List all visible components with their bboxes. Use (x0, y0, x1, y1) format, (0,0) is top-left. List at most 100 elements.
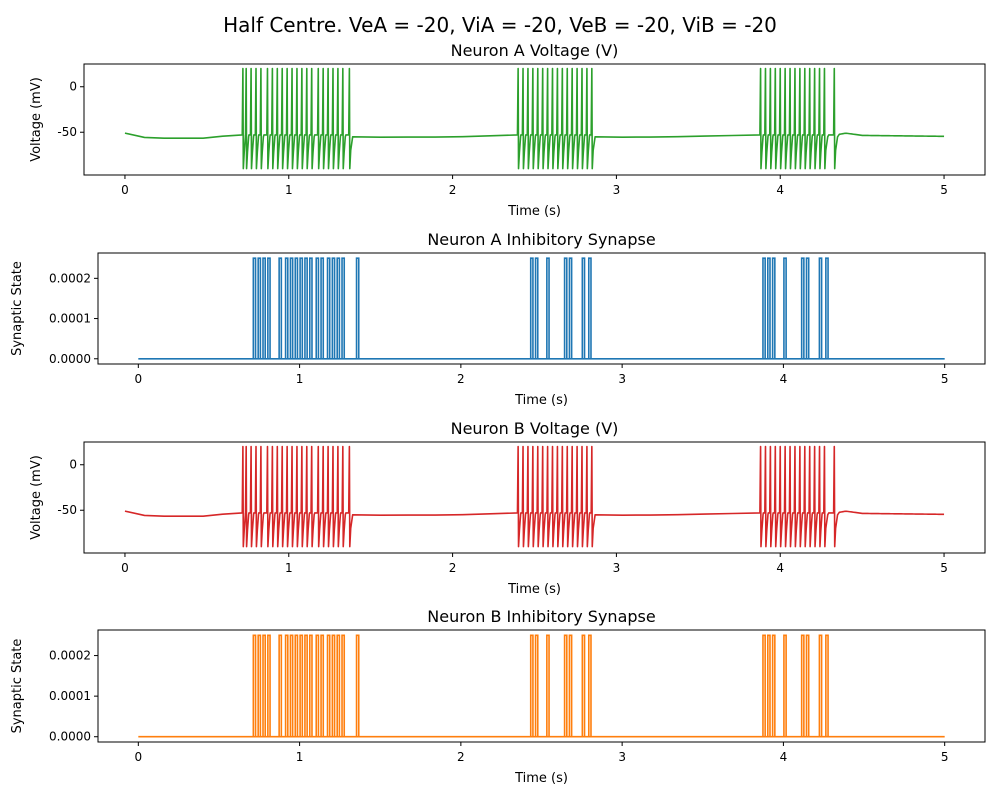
neuron-a-synapse-pulse-3 (267, 257, 271, 359)
neuron-b-synapse-pulse-24 (587, 634, 592, 737)
neuron-b-synapse-xlabel: Time (s) (514, 771, 568, 786)
neuron-b-voltage-ylabel: Voltage (mV) (29, 455, 44, 540)
neuron-b-synapse-xtick-label: 0 (134, 750, 142, 764)
neuron-b-synapse-panel: Neuron B Inhibitory Synapse 0 1 2 3 4 5 0.0000 0… (10, 607, 986, 786)
neuron-b-synapse-pulse-23 (581, 634, 586, 737)
neuron-a-voltage-ylabel: Voltage (mV) (29, 77, 44, 162)
neuron-b-synapse-title: Neuron B Inhibitory Synapse (427, 607, 655, 626)
neuron-a-synapse-xtick-label: 2 (457, 372, 465, 386)
neuron-a-synapse-xtick-label: 3 (618, 372, 626, 386)
neuron-b-synapse-pulse-2 (262, 634, 267, 737)
neuron-a-synapse-title: Neuron A Inhibitory Synapse (427, 230, 655, 249)
neuron-b-synapse-data (138, 634, 945, 738)
neuron-b-synapse-pulse-9 (304, 634, 308, 737)
neuron-b-synapse-pulse-1 (257, 634, 262, 737)
neuron-a-voltage-ytick-label: -50 (57, 125, 77, 139)
neuron-b-synapse-pulse-13 (326, 634, 331, 737)
neuron-b-voltage-xtick-label: 5 (940, 561, 948, 575)
neuron-b-synapse-pulse-32 (825, 634, 829, 737)
neuron-a-synapse-panel: Neuron A Inhibitory Synapse 0 1 2 3 4 5 0.0000 0… (10, 230, 986, 408)
neuron-a-synapse-pulse-28 (783, 257, 787, 359)
neuron-a-synapse-pulse-13 (326, 257, 331, 359)
subplot-panels: Neuron A Voltage (V) 0 1 2 3 4 5 0 -50 Time (s) Vo… (10, 41, 986, 786)
neuron-b-synapse-ylabel: Synaptic State (10, 639, 25, 734)
neuron-a-voltage-xtick-label: 0 (121, 183, 129, 197)
neuron-a-synapse-pulse-6 (289, 257, 294, 359)
neuron-a-synapse-pulse-5 (284, 257, 289, 359)
neuron-a-voltage-ytick-label: 0 (69, 80, 77, 94)
neuron-b-synapse-pulse-11 (315, 634, 320, 737)
neuron-a-synapse-xlabel: Time (s) (514, 393, 568, 408)
neuron-a-synapse-pulse-24 (587, 257, 592, 359)
neuron-a-synapse-data (138, 257, 945, 360)
neuron-a-synapse-xtick-label: 4 (780, 372, 788, 386)
neuron-b-voltage-data (124, 445, 945, 548)
neuron-b-synapse-pulse-28 (783, 634, 787, 737)
neuron-a-synapse-pulse-1 (257, 257, 262, 359)
neuron-b-voltage-xlabel: Time (s) (507, 582, 561, 597)
neuron-a-synapse-pulse-10 (308, 257, 313, 359)
neuron-b-synapse-pulse-0 (252, 634, 257, 737)
neuron-a-voltage-data (124, 67, 945, 170)
neuron-a-voltage-xtick-label: 1 (285, 183, 293, 197)
neuron-b-voltage-trace-line (124, 445, 945, 548)
neuron-a-synapse-pulse-7 (294, 257, 299, 359)
neuron-a-synapse-ylabel: Synaptic State (10, 261, 25, 356)
neuron-b-synapse-pulse-19 (534, 634, 539, 737)
neuron-a-synapse-pulse-16 (341, 257, 346, 359)
neuron-a-synapse-pulse-2 (262, 257, 267, 359)
neuron-b-voltage-axes-frame (83, 441, 986, 554)
neuron-a-synapse-pulse-12 (320, 257, 325, 359)
neuron-a-synapse-pulse-8 (299, 257, 304, 359)
neuron-b-synapse-xtick-label: 3 (618, 750, 626, 764)
neuron-b-voltage-title: Neuron B Voltage (V) (451, 419, 619, 438)
neuron-a-synapse-ytick-label: 0.0001 (49, 312, 91, 326)
neuron-b-synapse-pulse-6 (289, 634, 294, 737)
neuron-a-synapse-xtick-label: 5 (941, 372, 949, 386)
neuron-b-voltage-panel: Neuron B Voltage (V) 0 1 2 3 4 5 0 -50 Time (s) Vo… (29, 419, 986, 597)
neuron-b-synapse-axes-frame (97, 629, 986, 743)
neuron-b-synapse-pulse-7 (294, 634, 299, 737)
neuron-b-synapse-pulse-5 (284, 634, 289, 737)
neuron-b-voltage-xtick-label: 3 (613, 561, 621, 575)
neuron-a-synapse-pulse-19 (534, 257, 539, 359)
neuron-b-synapse-xtick-label: 2 (457, 750, 465, 764)
neuron-a-synapse-pulse-17 (355, 257, 360, 359)
neuron-b-synapse-pulse-31 (818, 634, 823, 737)
neuron-b-synapse-ytick-label: 0.0001 (49, 689, 91, 703)
neuron-a-synapse-pulse-14 (331, 257, 336, 359)
neuron-a-synapse-pulse-32 (825, 257, 829, 359)
neuron-a-synapse-pulse-31 (818, 257, 823, 359)
neuron-a-voltage-xtick-label: 2 (449, 183, 457, 197)
neuron-b-synapse-xtick-label: 1 (296, 750, 304, 764)
neuron-b-voltage-ytick-label: 0 (69, 458, 77, 472)
neuron-b-synapse-pulse-8 (299, 634, 304, 737)
neuron-a-synapse-pulse-30 (805, 257, 810, 359)
neuron-a-synapse-pulse-22 (568, 257, 573, 359)
neuron-b-synapse-ytick-label: 0.0002 (49, 649, 91, 663)
neuron-a-synapse-pulse-11 (315, 257, 320, 359)
neuron-b-synapse-xtick-label: 5 (941, 750, 949, 764)
neuron-a-synapse-pulse-18 (529, 257, 534, 359)
neuron-b-synapse-pulse-18 (529, 634, 534, 737)
neuron-a-synapse-pulse-27 (771, 257, 776, 359)
neuron-a-synapse-pulse-23 (581, 257, 586, 359)
neuron-b-synapse-pulse-27 (771, 634, 776, 737)
neuron-a-synapse-pulse-0 (252, 257, 257, 359)
neuron-b-voltage-xtick-label: 0 (121, 561, 129, 575)
neuron-a-voltage-xlabel: Time (s) (507, 204, 561, 219)
neuron-b-synapse-ytick-label: 0.0000 (49, 730, 91, 744)
neuron-a-synapse-pulse-26 (766, 257, 771, 359)
neuron-b-synapse-pulse-21 (563, 634, 568, 737)
neuron-b-synapse-pulse-17 (355, 634, 360, 737)
neuron-a-voltage-trace-line (124, 67, 945, 170)
neuron-a-synapse-axes-frame (97, 252, 986, 365)
neuron-b-synapse-pulse-4 (278, 634, 283, 737)
neuron-a-synapse-xtick-label: 0 (134, 372, 142, 386)
neuron-a-voltage-title: Neuron A Voltage (V) (451, 41, 619, 60)
neuron-b-voltage-xtick-label: 2 (449, 561, 457, 575)
neuron-a-synapse-pulse-29 (800, 257, 805, 359)
neuron-a-voltage-xtick-label: 4 (776, 183, 784, 197)
neuron-b-synapse-pulse-20 (546, 634, 550, 737)
